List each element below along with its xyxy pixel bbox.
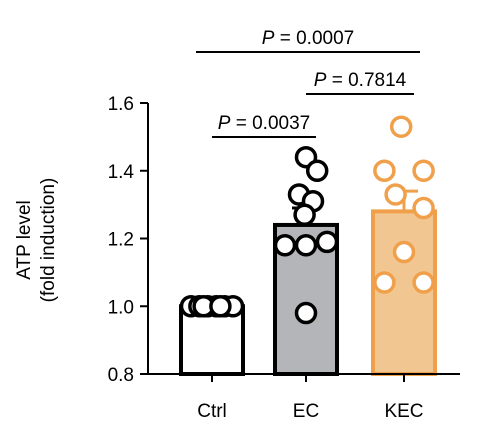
data-point-ec <box>305 159 329 182</box>
data-point-ec <box>315 230 339 254</box>
significance-label: P = 0.0037 <box>218 113 310 134</box>
data-point-kec <box>373 159 396 182</box>
significance-bracket: P = 0.7814 <box>306 70 414 95</box>
data-point-ec <box>294 301 318 325</box>
data-point-kec <box>412 159 435 182</box>
y-axis-label-line-2: (fold induction) <box>38 178 59 303</box>
axes-layer: 0.8 1.0 1.2 1.4 1.6 Ctrl EC KEC <box>108 94 460 422</box>
y-axis-label: ATP level (fold induction) <box>14 178 59 303</box>
y-tick-label: 1.2 <box>108 230 134 251</box>
y-tick-label: 1.6 <box>108 94 134 115</box>
x-tick-label-ctrl: Ctrl <box>197 401 227 422</box>
significance-label: P = 0.7814 <box>314 70 407 91</box>
x-tick-label-ec: EC <box>293 401 319 422</box>
points-layer <box>179 115 435 325</box>
data-point-kec <box>389 115 413 138</box>
y-axis-label-line-1: ATP level <box>14 200 35 280</box>
data-point-kec <box>412 271 435 294</box>
data-point-kec <box>392 240 416 264</box>
y-tick-label: 1.4 <box>108 162 135 183</box>
data-point-kec <box>412 196 435 220</box>
data-point-ec <box>294 234 318 257</box>
y-tick-label: 0.8 <box>108 365 134 386</box>
significance-bracket: P = 0.0007 <box>196 28 420 53</box>
data-point-ctrl <box>209 295 232 318</box>
data-point-ec <box>293 203 316 227</box>
y-tick-label: 1.0 <box>108 297 134 318</box>
data-point-ec <box>273 234 297 257</box>
significance-bracket: P = 0.0037 <box>212 113 316 138</box>
data-point-kec <box>373 271 396 294</box>
significance-layer: P = 0.0037 P = 0.7814 P = 0.0007 <box>196 28 420 138</box>
data-point-kec <box>384 183 407 206</box>
significance-label: P = 0.0007 <box>262 28 354 49</box>
x-tick-label-kec: KEC <box>384 401 423 422</box>
